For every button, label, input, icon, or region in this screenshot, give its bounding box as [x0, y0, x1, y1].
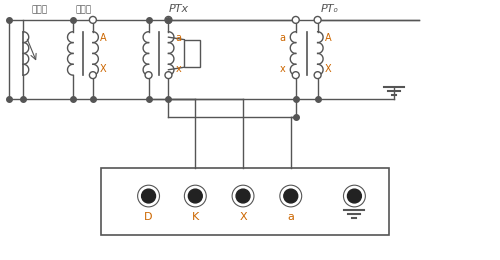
Text: A: A [100, 33, 106, 43]
Text: x: x [280, 64, 286, 74]
Circle shape [284, 189, 298, 203]
Circle shape [188, 189, 202, 203]
Circle shape [314, 16, 321, 23]
Text: X: X [100, 64, 106, 74]
Text: D: D [144, 212, 153, 222]
Circle shape [142, 189, 156, 203]
Circle shape [138, 185, 160, 207]
Circle shape [344, 185, 365, 207]
Text: 升压器: 升压器 [76, 5, 92, 14]
Circle shape [184, 185, 206, 207]
FancyBboxPatch shape [101, 168, 389, 235]
Text: 调压器: 调压器 [31, 5, 47, 14]
Circle shape [90, 72, 96, 79]
Text: PTₒ: PTₒ [320, 4, 338, 14]
Text: X: X [324, 64, 331, 74]
Circle shape [236, 189, 250, 203]
Bar [184, 40, 200, 67]
Circle shape [292, 72, 299, 79]
Circle shape [145, 72, 152, 79]
Text: a: a [288, 212, 294, 222]
Circle shape [280, 185, 301, 207]
Text: PTx: PTx [168, 4, 188, 14]
Circle shape [232, 185, 254, 207]
Circle shape [90, 16, 96, 23]
Circle shape [292, 16, 299, 23]
Circle shape [165, 72, 172, 79]
Text: a: a [280, 33, 286, 43]
Circle shape [314, 72, 321, 79]
Circle shape [165, 16, 172, 23]
Text: x: x [176, 64, 181, 74]
Text: a: a [176, 33, 182, 43]
Text: A: A [324, 33, 331, 43]
Text: X: X [239, 212, 247, 222]
Text: K: K [192, 212, 199, 222]
Circle shape [348, 189, 362, 203]
